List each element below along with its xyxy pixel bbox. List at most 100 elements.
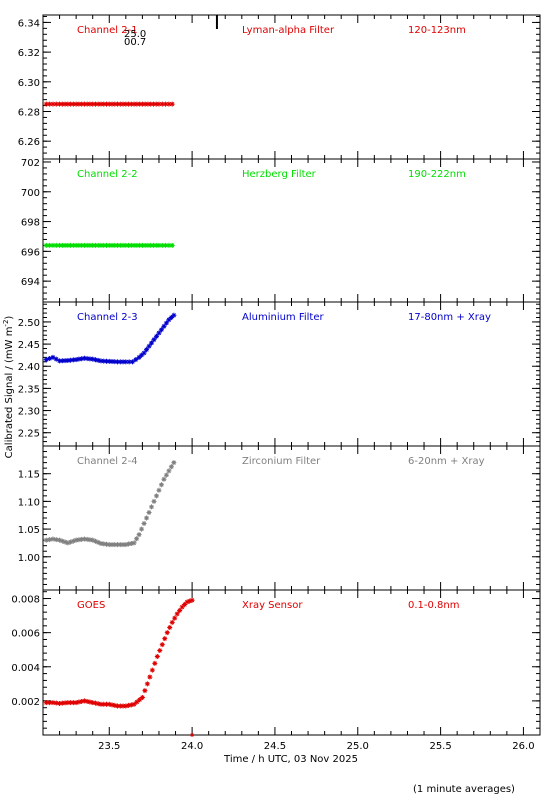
data-point: [79, 242, 85, 248]
data-point: [123, 242, 129, 248]
data-point: [59, 700, 65, 706]
data-point: [142, 101, 148, 107]
data-point: [163, 242, 169, 248]
data-point: [163, 101, 169, 107]
data-point: [98, 101, 104, 107]
data-point: [169, 101, 175, 107]
data-point: [62, 358, 68, 364]
data-point: [153, 242, 159, 248]
data-point: [148, 242, 154, 248]
data-point: [166, 317, 172, 323]
panel-3: 2.25 2.30 2.35 2.40 2.45 2.50 Channel 2-3 Alumi…: [18, 301, 541, 447]
y-tick-label: 2.25: [18, 429, 40, 440]
data-point: [57, 358, 63, 364]
data-point: [166, 242, 172, 248]
data-point: [106, 701, 112, 707]
data-point: [161, 476, 167, 482]
data-point: [112, 542, 118, 548]
data-point: [156, 242, 162, 248]
data-point: [168, 315, 174, 321]
data-point: [117, 242, 123, 248]
data-point: [68, 700, 74, 706]
data-point: [106, 242, 112, 248]
data-point: [115, 542, 121, 548]
data-point: [112, 101, 118, 107]
data-point: [163, 320, 169, 326]
data-point: [106, 101, 112, 107]
y-tick-label: 700: [21, 188, 40, 199]
data-point: [43, 357, 49, 363]
data-point: [153, 101, 159, 107]
data-point: [117, 359, 123, 365]
data-point: [117, 542, 123, 548]
data-point: [145, 101, 151, 107]
y-tick-label: 2.40: [18, 362, 40, 373]
panel-channel-label: GOES: [77, 600, 105, 611]
data-point: [65, 700, 71, 706]
data-point: [139, 242, 145, 248]
data-point: [47, 101, 53, 107]
data-point: [73, 242, 79, 248]
panel-frame: [42, 445, 541, 591]
data-point: [151, 337, 157, 343]
data-point: [70, 242, 76, 248]
data-point: [53, 242, 59, 248]
overlay-text-2: 00.7: [124, 37, 146, 48]
data-point: [150, 242, 156, 248]
data-point: [87, 699, 93, 705]
panel-4: 1.00 1.05 1.10 1.15 Channel 2-4 Zirconium Fil…: [18, 445, 541, 591]
data-point: [149, 340, 155, 346]
data-point: [141, 350, 147, 356]
data-point: [76, 537, 82, 543]
data-point: [101, 701, 107, 707]
data-point: [177, 607, 183, 613]
data-point: [73, 700, 79, 706]
data-point: [90, 356, 96, 362]
data-point: [90, 537, 96, 543]
panel-band-label: 190-222nm: [408, 169, 466, 180]
data-point: [62, 242, 68, 248]
data-point: [126, 242, 132, 248]
data-point: [98, 540, 104, 546]
data-point: [68, 539, 74, 545]
data-point: [87, 242, 93, 248]
data-point: [139, 526, 145, 532]
data-point: [109, 702, 115, 708]
data-point: [95, 357, 101, 363]
data-point: [95, 539, 101, 545]
data-point: [139, 101, 145, 107]
data-point: [81, 698, 87, 704]
data-point: [73, 357, 79, 363]
y-tick-label: 1.05: [18, 525, 40, 536]
data-point: [162, 636, 168, 642]
data-point: [98, 701, 104, 707]
data-point: [131, 101, 137, 107]
data-point: [47, 242, 53, 248]
y-axis-label-sup: -2: [2, 320, 10, 327]
data-point: [79, 698, 85, 704]
x-axis-label: Time / h UTC, 03 Nov 2025: [223, 754, 358, 765]
data-point: [120, 242, 126, 248]
data-point: [47, 700, 53, 706]
data-point: [57, 537, 63, 543]
panel-filter-label: Zirconium Filter: [242, 456, 321, 467]
y-tick-label: 2.35: [18, 384, 40, 395]
data-point: [101, 358, 107, 364]
data-point: [95, 242, 101, 248]
data-point: [68, 242, 74, 248]
data-point: [134, 242, 140, 248]
data-point: [126, 359, 132, 365]
data-point: [134, 699, 140, 705]
data-point: [81, 242, 87, 248]
panel-filter-label: Herzberg Filter: [242, 169, 317, 180]
data-point: [136, 532, 142, 538]
data-point: [104, 358, 110, 364]
data-point: [101, 242, 107, 248]
data-point: [59, 358, 65, 364]
data-point: [109, 542, 115, 548]
data-point: [53, 700, 59, 706]
data-point: [109, 359, 115, 365]
data-point: [65, 101, 71, 107]
x-tick-label: 23.5: [98, 741, 120, 752]
data-point: [53, 356, 59, 362]
